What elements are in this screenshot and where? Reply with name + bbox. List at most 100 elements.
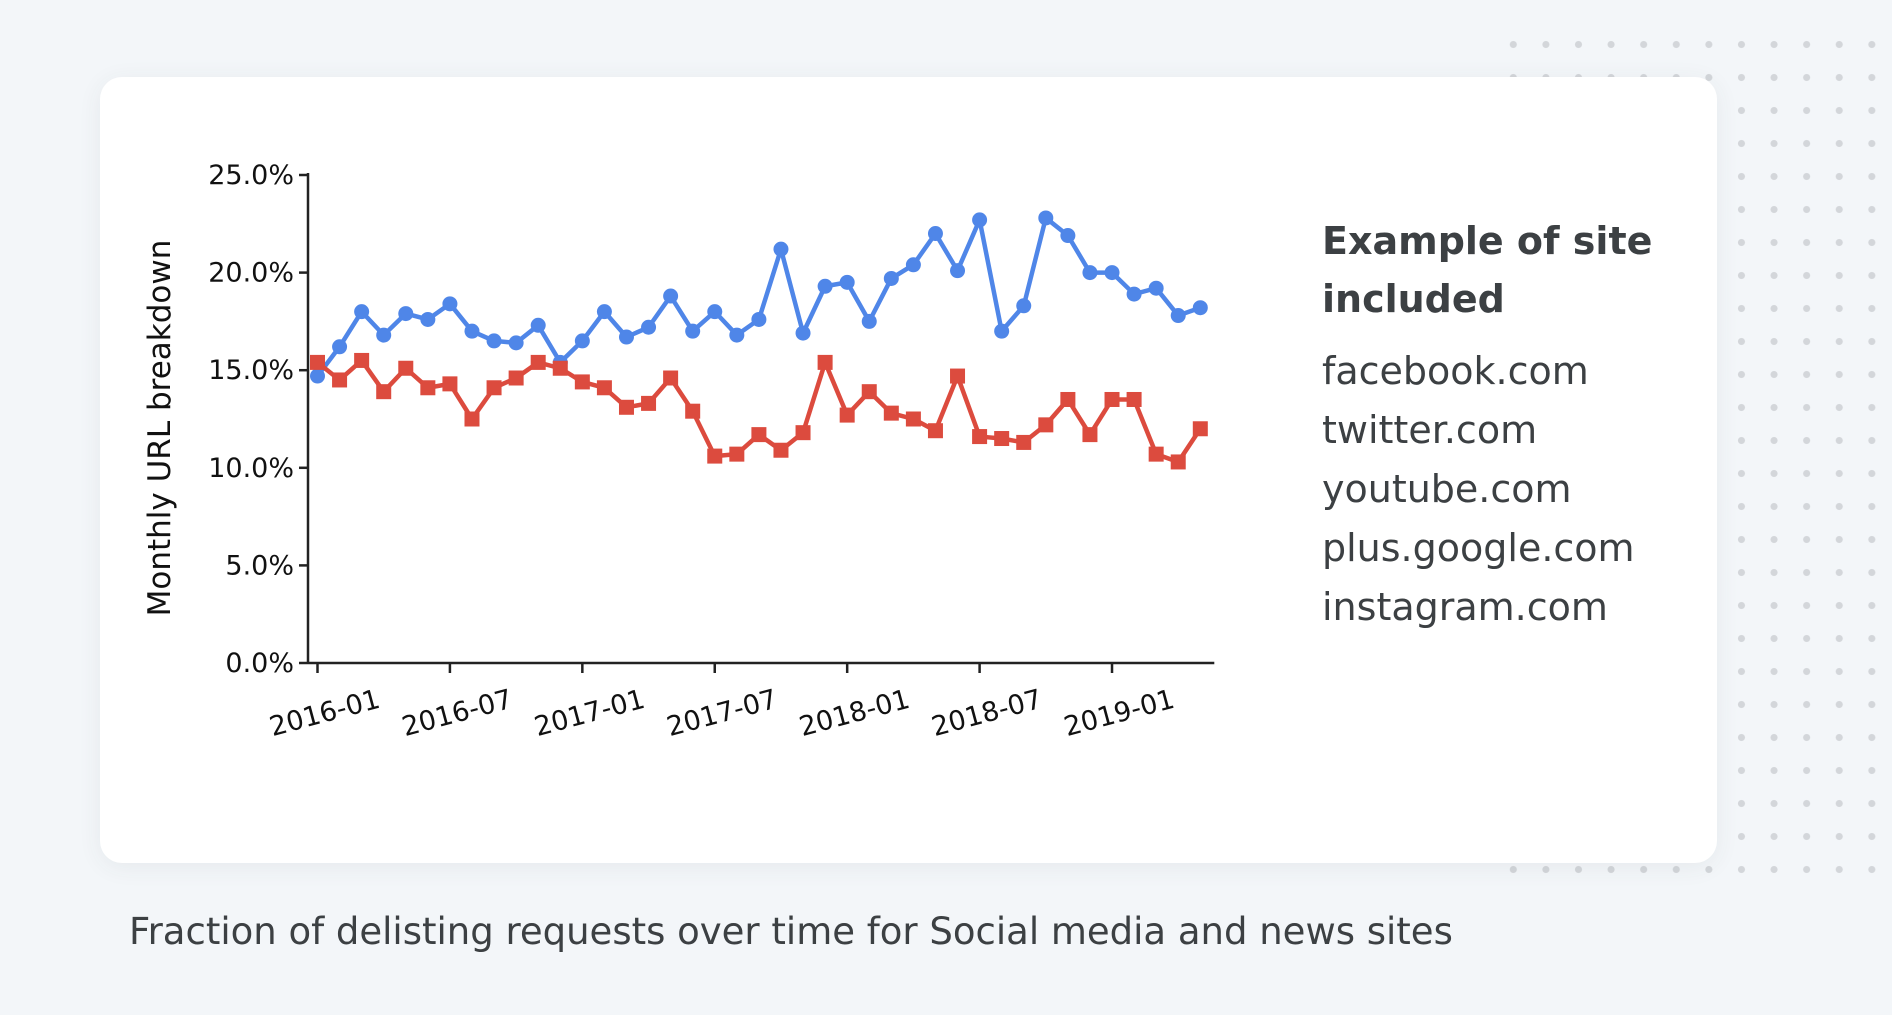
series-2-point [883,405,899,421]
site-item: twitter.com [1322,408,1538,452]
series-1-point [729,327,745,343]
series-2-point [861,384,877,400]
series-1-point [1038,210,1054,226]
series-1-point [817,278,833,294]
site-item: facebook.com [1322,349,1589,393]
x-tick-label: 2016-07 [399,684,516,743]
site-item: plus.google.com [1322,526,1635,570]
series-2-point [751,427,767,443]
series-2-point [641,395,657,411]
series-2-line [316,358,1203,465]
series-1-point [1126,286,1142,302]
series-2-point [486,380,502,396]
x-tick-label: 2018-07 [928,684,1045,743]
series-1-point [1082,265,1098,281]
series-1-point [839,274,855,290]
series-2-point [839,407,855,423]
series-2-point [817,354,833,370]
series-2-point [685,403,701,419]
series-1-point [663,288,679,304]
series-2-point [354,352,370,368]
series-1-point [442,296,458,312]
series-2-point [972,429,988,445]
site-item: youtube.com [1322,467,1572,511]
series-2-point [707,448,723,464]
chart-card [100,77,1717,863]
y-tick-label: 5.0% [225,550,294,581]
series-1-point [464,323,480,339]
series-2-point [442,376,458,392]
series-2-point [1148,446,1164,462]
series-2-point [950,368,966,384]
series-1-point [905,257,921,273]
series-2-point [773,442,789,458]
series-1-point [486,333,502,349]
legend-title: Example of site included [1322,219,1653,321]
series-1-point [354,304,370,320]
series-1-point [1192,300,1208,316]
y-tick-label: 20.0% [208,258,294,289]
series-1-point [332,339,348,355]
series-1-point [596,304,612,320]
x-tick-label: 2018-01 [796,684,913,743]
y-axis-label: Monthly URL breakdown [142,240,178,617]
series-2-point [376,384,392,400]
series-1-point [641,319,657,335]
series-2-point [398,360,414,376]
series-2-point [927,423,943,439]
series-1-point [707,304,723,320]
site-item: instagram.com [1322,585,1608,629]
series-2-point [310,354,325,370]
y-tick-label: 10.0% [208,453,294,484]
series-layer [310,210,1208,470]
y-tick-label: 0.0% [225,648,294,679]
x-tick-label: 2017-01 [531,684,648,743]
series-1-point [883,270,899,286]
series-1-point [310,368,325,384]
series-2-point [729,446,745,462]
series-1-point [376,327,392,343]
x-tick-label: 2019-01 [1061,684,1178,743]
series-1-point [685,323,701,339]
series-1-point [1016,298,1032,314]
series-2-point [1104,391,1120,407]
site-list: facebook.com twitter.com youtube.com plu… [1322,342,1662,637]
series-1-point [574,333,590,349]
series-2-point [994,431,1010,447]
x-tick-label: 2016-01 [266,684,383,743]
x-tick-label: 2017-07 [664,684,781,743]
series-1-point [1170,308,1186,324]
series-1-point [994,323,1010,339]
series-2-point [596,380,612,396]
y-tick-label: 15.0% [208,355,294,386]
series-1-point [398,306,414,322]
series-2-point [332,372,348,388]
series-2-point [1170,454,1186,470]
series-1-point [972,212,988,228]
series-2-point [1082,427,1098,443]
series-2-point [464,411,480,427]
series-2-point [1192,421,1208,437]
series-1-point [950,263,966,279]
series-1-point [927,226,943,242]
series-2-point [574,374,590,390]
series-1-point [1104,265,1120,281]
series-2-point [1126,391,1142,407]
series-2-point [618,399,634,415]
series-1-point [508,335,524,351]
series-2-point [552,360,568,376]
series-1-point [1060,228,1076,244]
series-2-point [663,370,679,386]
y-tick-label: 25.0% [208,160,294,191]
series-1-point [795,325,811,341]
series-2-point [1038,417,1054,433]
series-1-point [530,317,546,333]
series-2-point [420,380,436,396]
series-2-point [905,411,921,427]
series-2-point [1016,434,1032,450]
series-1-point [861,313,877,329]
series-1-point [618,329,634,345]
series-1-point [1148,280,1164,296]
series-2-point [508,370,524,386]
